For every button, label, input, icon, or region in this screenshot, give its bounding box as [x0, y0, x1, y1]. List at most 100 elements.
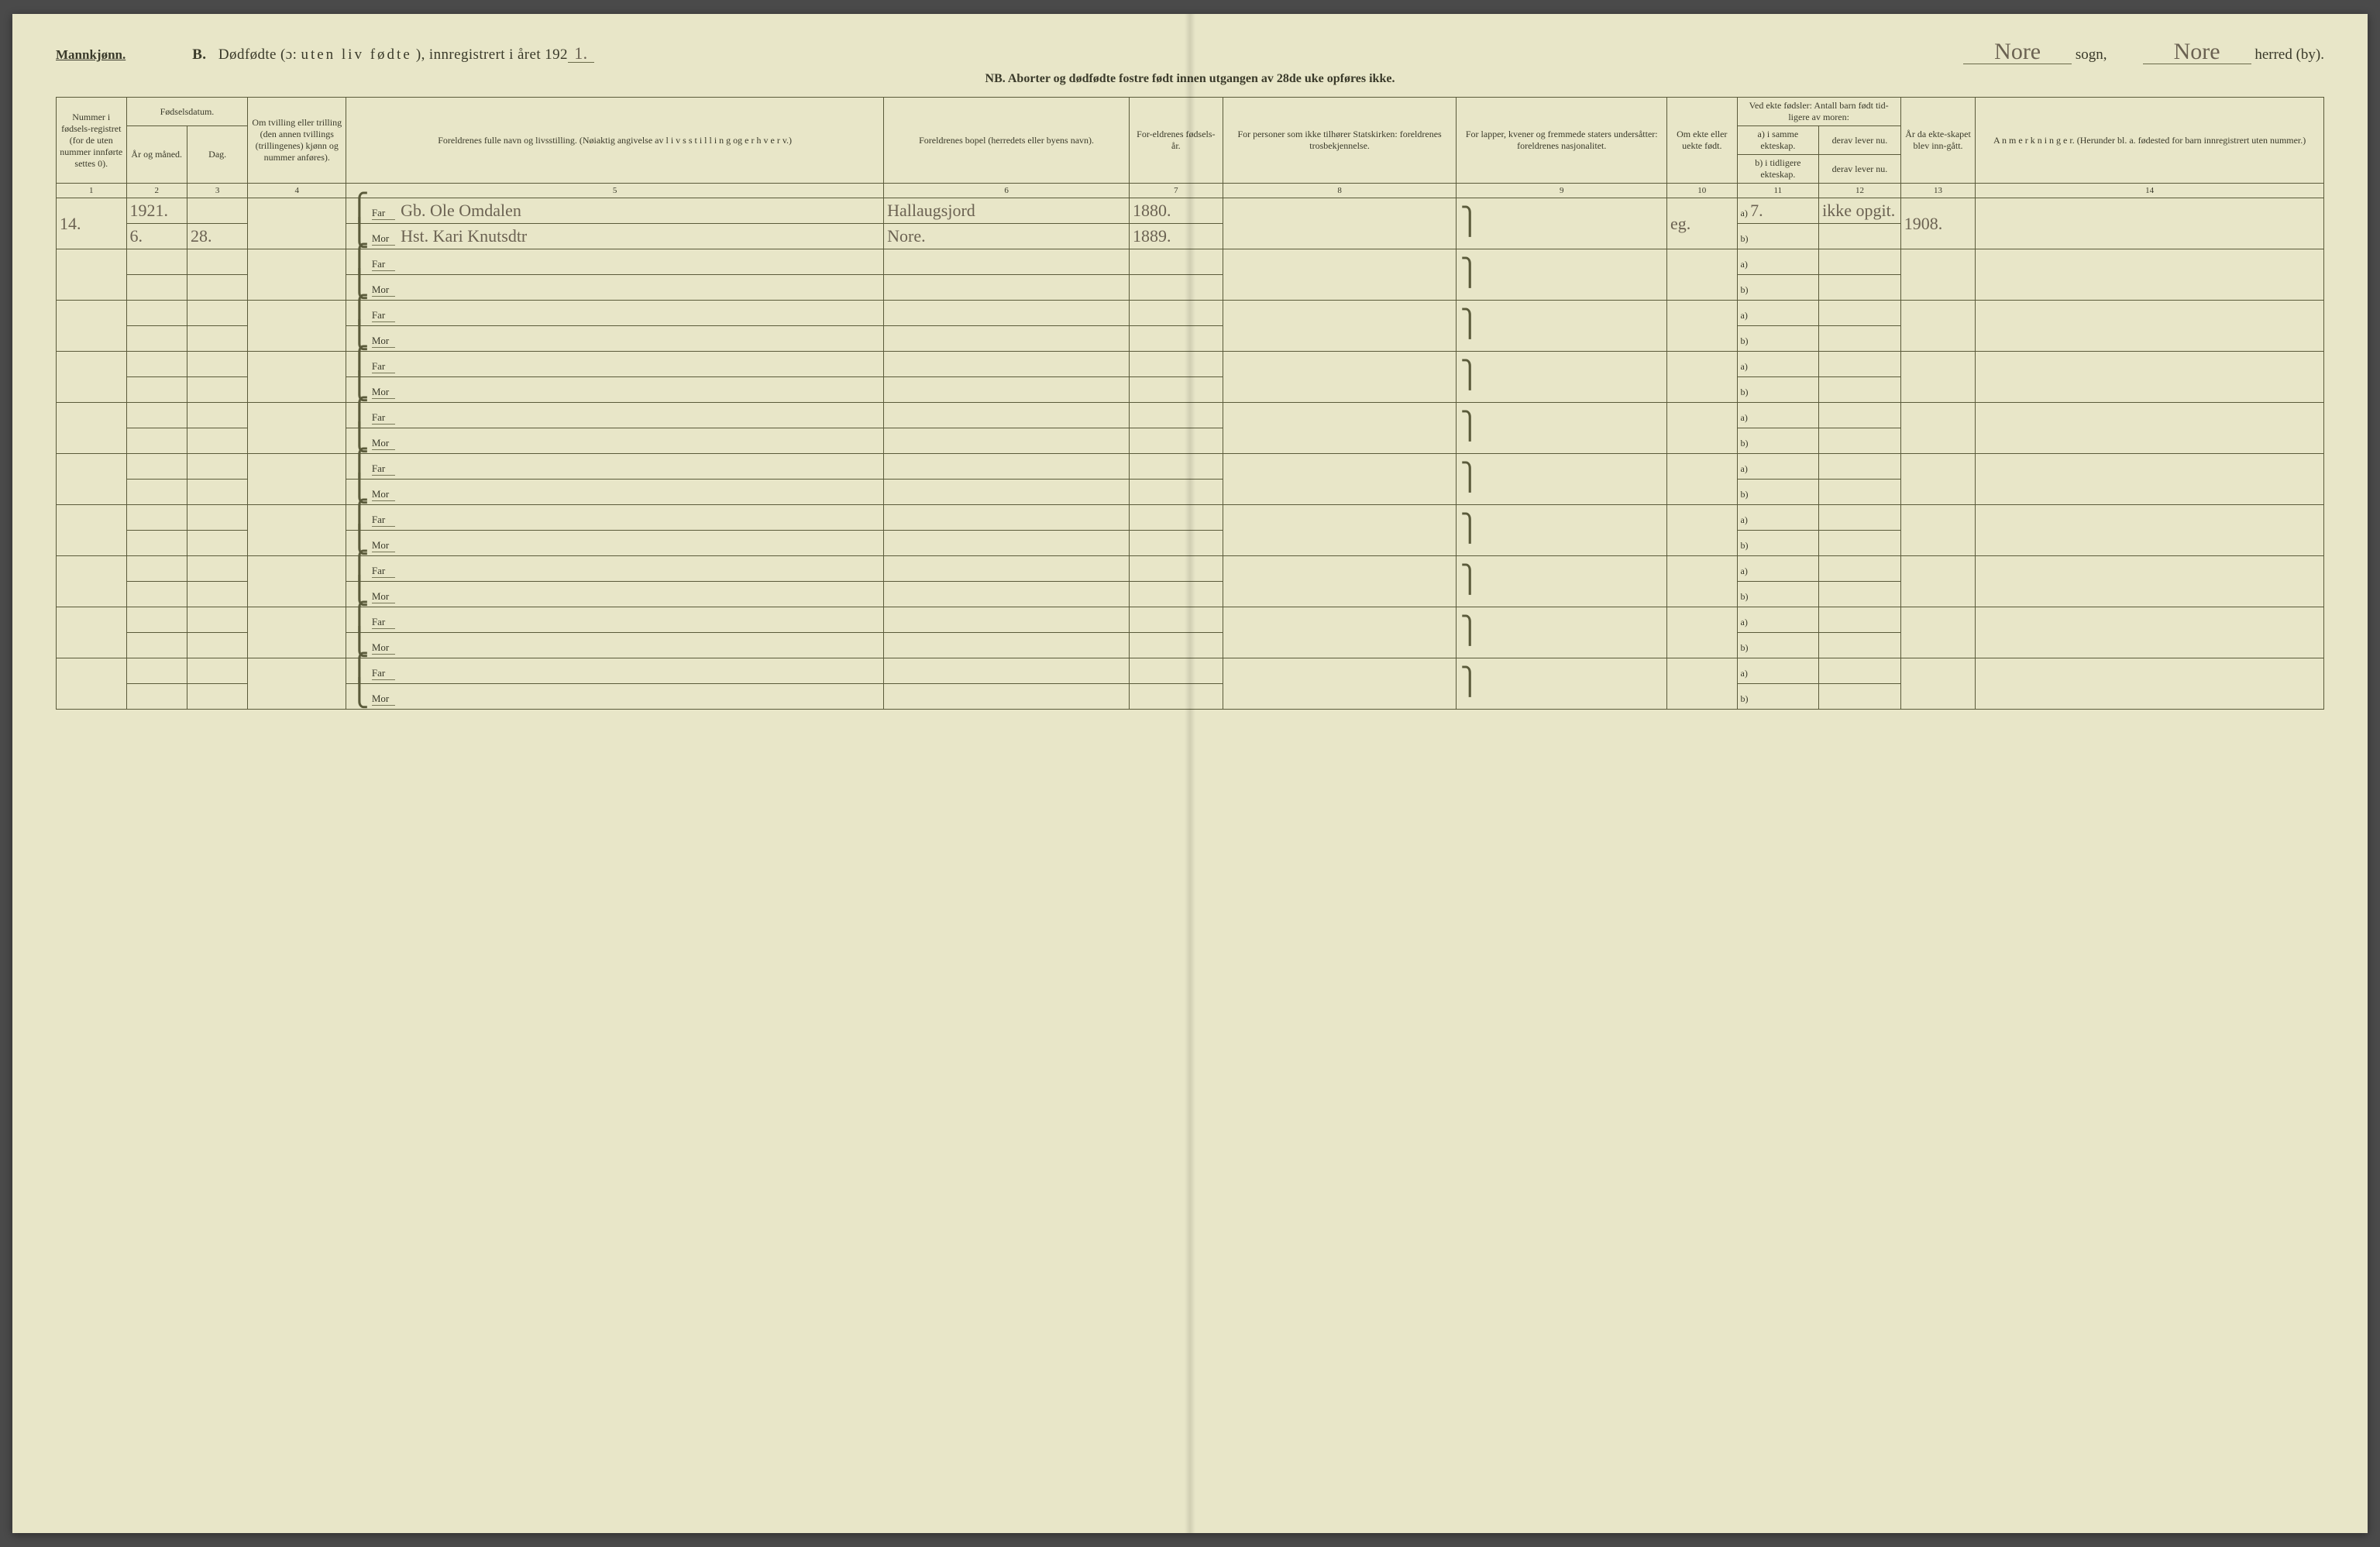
cell-11a: a) — [1737, 505, 1819, 531]
cell-12b — [1819, 428, 1901, 454]
cell-day — [187, 301, 247, 326]
cell-bopel — [884, 275, 1130, 301]
cell-bopel — [884, 301, 1130, 326]
label-b: b) — [1741, 693, 1749, 704]
cell-day — [187, 352, 247, 377]
cell-birthyear — [1130, 377, 1223, 403]
colnum: 1 — [57, 184, 127, 198]
col-11a-header: a) i samme ekteskap. — [1737, 126, 1819, 155]
colnum: 8 — [1223, 184, 1457, 198]
cell-bopel — [884, 377, 1130, 403]
cell-number — [57, 249, 127, 301]
header-line-1: Mannkjønn. B. Dødfødte (ɔ: uten liv født… — [56, 40, 2324, 64]
cell-parent-name: ⎧ Far — [346, 505, 884, 531]
brace-icon: ⎩ — [349, 679, 370, 708]
title-spaced: uten liv fødte — [301, 46, 411, 63]
cell-11a: a) — [1737, 249, 1819, 275]
cell-day — [187, 582, 247, 607]
cell-12a — [1819, 249, 1901, 275]
cell-parent-name: ⎩ Mor — [346, 428, 884, 454]
far-label: Far — [372, 360, 395, 373]
cell-number — [57, 454, 127, 505]
cell-day — [187, 658, 247, 684]
entry-13: 1908. — [1904, 214, 1943, 233]
cell-13 — [1900, 505, 1976, 556]
cell-year-month — [126, 249, 187, 275]
colnum: 5 — [346, 184, 884, 198]
mor-label: Mor — [372, 641, 395, 655]
cell-faith — [1223, 403, 1457, 454]
cell-parent-name: ⎧ Far — [346, 658, 884, 684]
mor-label: Mor — [372, 590, 395, 603]
colnum: 2 — [126, 184, 187, 198]
cell-number — [57, 607, 127, 658]
colnum: 10 — [1667, 184, 1738, 198]
cell-day — [187, 607, 247, 633]
cell-12a — [1819, 454, 1901, 480]
sogn-label: sogn, — [2076, 46, 2107, 63]
cell-day — [187, 505, 247, 531]
entry-mor-birthyear: 1889. — [1133, 226, 1171, 246]
cell-bopel: Hallaugsjord — [884, 198, 1130, 224]
brace-icon: ⎧ — [349, 552, 370, 580]
cell-faith — [1223, 301, 1457, 352]
cell-12b — [1819, 531, 1901, 556]
cell-ekte — [1667, 301, 1738, 352]
mor-label: Mor — [372, 284, 395, 297]
label-a: a) — [1741, 259, 1748, 270]
label-a: a) — [1741, 310, 1748, 321]
cell-year-month — [126, 403, 187, 428]
brace-icon: ⎫ — [1460, 566, 1480, 594]
cell-day — [187, 326, 247, 352]
brace-icon: ⎩ — [349, 475, 370, 504]
cell-twin — [248, 249, 346, 301]
cell-14 — [1976, 556, 2324, 607]
entry-12a: ikke opgit. — [1822, 201, 1895, 220]
col-2-3-group: Fødselsdatum. — [126, 98, 248, 126]
cell-year-month — [126, 684, 187, 710]
cell-number — [57, 403, 127, 454]
cell-faith — [1223, 249, 1457, 301]
entry-far-name: Gb. Ole Omdalen — [401, 201, 521, 220]
cell-nationality: ⎫ — [1457, 556, 1667, 607]
table-body: 14.1921.⎧ Far Gb. Ole OmdalenHallaugsjor… — [57, 198, 2324, 710]
year-handwritten: 1. — [568, 45, 594, 63]
cell-day — [187, 633, 247, 658]
label-b: b) — [1741, 233, 1749, 244]
cell-12b — [1819, 224, 1901, 249]
brace-icon: ⎧ — [349, 296, 370, 325]
cell-11a: a) — [1737, 454, 1819, 480]
cell-13 — [1900, 607, 1976, 658]
cell-birthyear — [1130, 582, 1223, 607]
cell-11b: b) — [1737, 326, 1819, 352]
label-a: a) — [1741, 566, 1748, 576]
col-11-12-group: Ved ekte fødsler: Antall barn født tid-l… — [1737, 98, 1900, 126]
brace-icon: ⎩ — [349, 628, 370, 657]
cell-day — [187, 454, 247, 480]
brace-icon: ⎩ — [349, 219, 370, 248]
label-b: b) — [1741, 642, 1749, 653]
cell-12a — [1819, 658, 1901, 684]
cell-year-month — [126, 301, 187, 326]
cell-number — [57, 301, 127, 352]
cell-11b: b) — [1737, 633, 1819, 658]
table-row: 14.1921.⎧ Far Gb. Ole OmdalenHallaugsjor… — [57, 198, 2324, 224]
cell-year-month — [126, 428, 187, 454]
cell-bopel — [884, 480, 1130, 505]
brace-icon: ⎩ — [349, 373, 370, 401]
cell-number — [57, 505, 127, 556]
table-row: ⎧ Far ⎫a) — [57, 556, 2324, 582]
cell-12a — [1819, 403, 1901, 428]
cell-nationality: ⎫ — [1457, 403, 1667, 454]
cell-day — [187, 531, 247, 556]
cell-twin — [248, 301, 346, 352]
cell-day — [187, 275, 247, 301]
cell-14 — [1976, 249, 2324, 301]
label-a: a) — [1741, 668, 1748, 679]
cell-11b: b) — [1737, 224, 1819, 249]
cell-birthyear — [1130, 326, 1223, 352]
cell-parent-name: ⎧ Far — [346, 352, 884, 377]
cell-faith — [1223, 607, 1457, 658]
label-b: b) — [1741, 284, 1749, 295]
brace-icon: ⎫ — [1460, 208, 1480, 236]
